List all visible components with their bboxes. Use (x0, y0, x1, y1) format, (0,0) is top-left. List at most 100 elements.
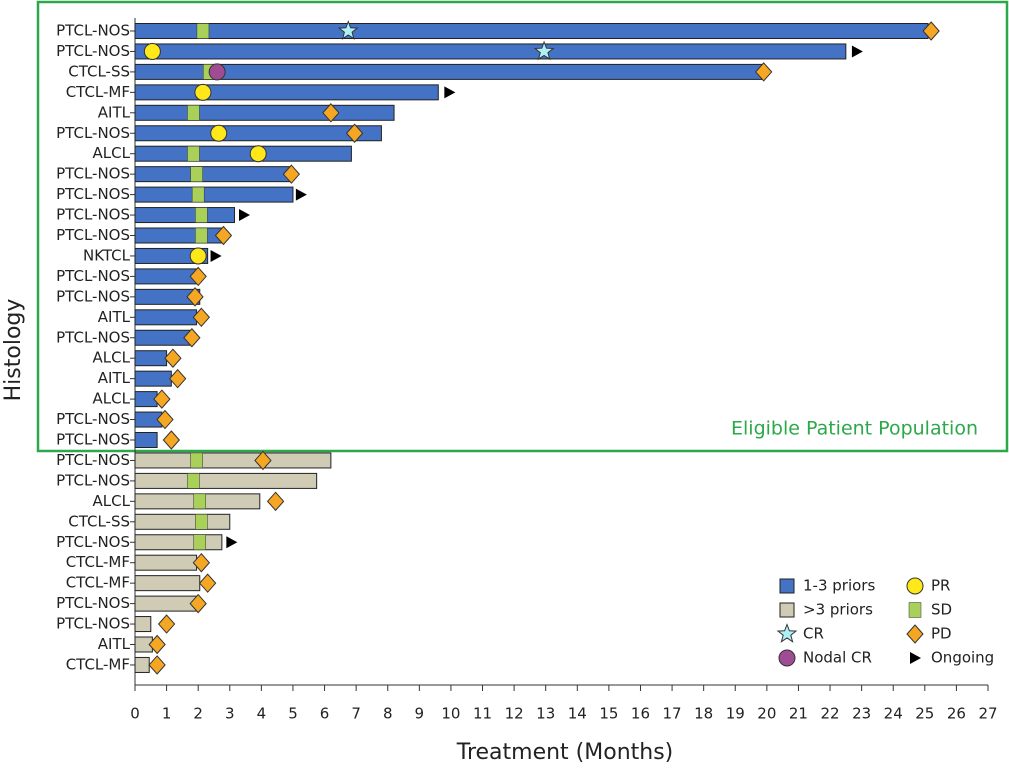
marker-diamond (214, 225, 233, 246)
x-tick-label: 9 (415, 705, 425, 723)
y-tick-label: AITL (98, 369, 131, 387)
x-tick-label: 4 (257, 705, 267, 723)
y-tick-label: AITL (98, 635, 131, 653)
marker-diamond (266, 491, 285, 512)
bar (134, 656, 150, 673)
y-tick-label: ALCL (93, 390, 131, 408)
x-tick-label: 1 (162, 705, 172, 723)
marker-diamond (192, 307, 211, 328)
marker-circle (194, 83, 212, 101)
marker-square (193, 493, 207, 510)
marker-diamond (153, 389, 171, 409)
x-tick-label: 6 (320, 705, 330, 723)
x-tick-label: 21 (789, 705, 808, 723)
x-tick-label: 5 (288, 705, 298, 723)
marker-diamond (162, 430, 181, 450)
x-tick-label: 11 (473, 705, 492, 723)
bar (134, 268, 199, 285)
marker-diamond (157, 614, 176, 634)
x-tick-label: 7 (351, 705, 361, 723)
bar (134, 186, 294, 203)
legend-label: CR (803, 625, 824, 643)
x-tick-label: 16 (631, 705, 650, 723)
marker-circle (208, 63, 226, 81)
x-tick-label: 24 (884, 705, 903, 723)
y-tick-label: ALCL (93, 492, 131, 510)
bar (134, 309, 198, 326)
y-tick-label: AITL (98, 308, 131, 326)
y-tick-label: PTCL-NOS (56, 471, 130, 489)
marker-square (187, 145, 200, 162)
bar (134, 166, 291, 183)
marker-circle (249, 145, 267, 163)
legend-marker (776, 623, 798, 643)
y-tick-label: CTCL-MF (66, 83, 130, 101)
x-tick-label: 10 (441, 705, 460, 723)
marker-triangle (851, 45, 863, 58)
marker-diamond (189, 593, 207, 614)
bar (134, 43, 847, 60)
bar (134, 595, 198, 612)
bar (134, 247, 209, 264)
y-tick-label: NKTCL (83, 246, 131, 264)
bar (134, 23, 929, 39)
legend-label: Ongoing (931, 649, 994, 667)
x-tick-label: 3 (225, 705, 235, 723)
y-tick-label: PTCL-NOS (56, 226, 130, 244)
marker-square (191, 186, 205, 203)
x-tick-label: 13 (536, 705, 555, 723)
marker-circle (189, 247, 207, 265)
y-tick-label: PTCL-NOS (56, 328, 130, 346)
marker-square (195, 227, 208, 244)
marker-square (195, 207, 208, 223)
marker-diamond (282, 164, 301, 184)
x-tick-label: 19 (726, 705, 745, 723)
marker-diamond (922, 21, 940, 41)
y-tick-label: PTCL-NOS (56, 185, 130, 203)
marker-diamond (186, 287, 204, 307)
marker-triangle (210, 249, 222, 262)
legend-label: SD (931, 601, 952, 619)
y-tick-label: CTCL-MF (66, 574, 130, 592)
legend-label: PD (931, 625, 952, 643)
y-tick-label: PTCL-NOS (56, 431, 130, 449)
legend-marker (778, 649, 796, 667)
x-tick-label: 18 (694, 705, 713, 723)
bar (134, 125, 382, 142)
marker-diamond (148, 634, 166, 655)
marker-triangle (226, 536, 238, 549)
marker-diamond (168, 368, 187, 389)
bar (134, 104, 395, 121)
x-tick-label: 20 (757, 705, 776, 723)
x-tick-label: 23 (852, 705, 871, 723)
x-tick-label: 14 (568, 705, 587, 723)
marker-diamond (183, 327, 201, 348)
x-tick-label: 2 (193, 705, 203, 723)
bar (134, 207, 236, 224)
legend-swatch (779, 578, 795, 594)
bar (134, 534, 223, 551)
y-tick-label: PTCL-NOS (56, 594, 130, 612)
y-tick-label: PTCL-NOS (56, 287, 130, 305)
marker-diamond (755, 62, 773, 82)
legend-label: Nodal CR (803, 649, 872, 667)
bar (134, 554, 198, 571)
marker-square (187, 105, 200, 121)
y-tick-label: PTCL-NOS (56, 451, 130, 469)
y-tick-label: PTCL-NOS (56, 165, 130, 183)
y-tick-label: PTCL-NOS (56, 267, 130, 285)
x-tick-label: 8 (383, 705, 393, 723)
marker-triangle (295, 188, 307, 201)
x-tick-label: 26 (947, 705, 966, 723)
marker-square (193, 534, 207, 550)
y-tick-label: PTCL-NOS (56, 615, 130, 633)
x-axis-label: Treatment (Months) (456, 740, 674, 765)
legend-label: PR (931, 577, 950, 595)
x-tick-label: 12 (505, 705, 524, 723)
legend-marker (906, 624, 924, 644)
y-tick-label: PTCL-NOS (56, 42, 130, 60)
legend-marker (906, 577, 924, 595)
y-axis-label: Histology (1, 299, 26, 402)
